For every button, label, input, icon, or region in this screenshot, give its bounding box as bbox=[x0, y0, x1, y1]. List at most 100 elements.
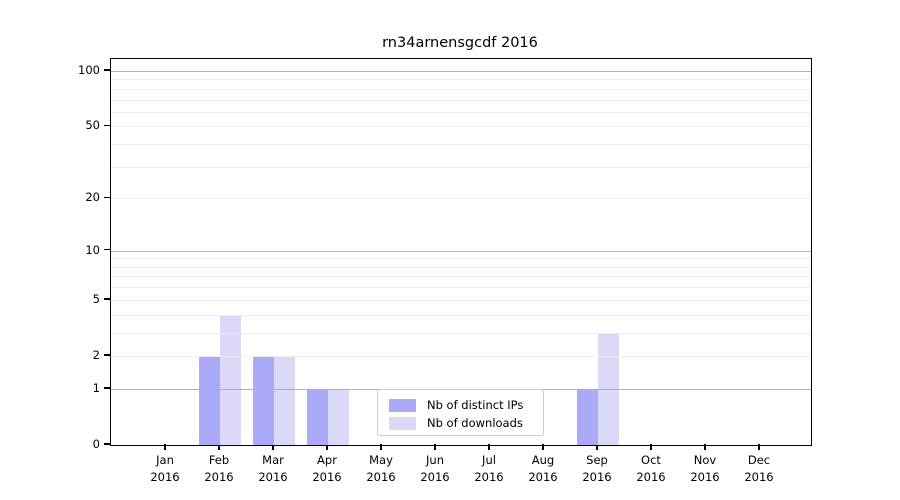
y-tick-label: 10 bbox=[85, 242, 100, 257]
gridline-minor bbox=[111, 144, 811, 146]
gridline-minor bbox=[111, 88, 811, 90]
gridline-minor bbox=[111, 79, 811, 81]
y-tick-mark bbox=[104, 69, 110, 71]
y-tick-mark bbox=[104, 248, 110, 251]
x-tick-label: Sep 2016 bbox=[570, 452, 624, 486]
y-tick-mark bbox=[104, 196, 110, 199]
legend-label: Nb of distinct IPs bbox=[427, 398, 524, 412]
y-tick-mark bbox=[104, 387, 110, 389]
gridline-minor bbox=[111, 258, 811, 260]
x-tick-label: Dec 2016 bbox=[732, 452, 786, 486]
x-tick-mark bbox=[596, 444, 598, 450]
gridline-major bbox=[111, 250, 811, 252]
x-tick-mark bbox=[758, 444, 760, 450]
x-tick-mark bbox=[650, 444, 652, 450]
x-tick-mark bbox=[704, 444, 706, 450]
x-tick-label: Mar 2016 bbox=[246, 452, 300, 486]
legend-label: Nb of downloads bbox=[427, 416, 523, 430]
gridline-minor bbox=[111, 287, 811, 289]
x-tick-label: Jun 2016 bbox=[408, 452, 462, 486]
x-tick-year: 2016 bbox=[744, 470, 774, 484]
x-tick-month: May bbox=[369, 453, 393, 467]
gridline-minor bbox=[111, 266, 811, 268]
plot-area bbox=[110, 58, 812, 446]
bar-distinct-ips bbox=[307, 388, 328, 445]
gridline-minor bbox=[111, 299, 811, 301]
chart-title: rn34arnensgcdf 2016 bbox=[382, 35, 538, 51]
x-tick-label: Oct 2016 bbox=[624, 452, 678, 486]
gridline-minor bbox=[111, 332, 811, 334]
gridline-minor bbox=[111, 166, 811, 168]
x-tick-label: Feb 2016 bbox=[192, 452, 246, 486]
y-tick-label: 2 bbox=[92, 347, 100, 362]
x-tick-month: Jan bbox=[156, 453, 174, 467]
x-tick-month: Nov bbox=[693, 453, 717, 467]
x-tick-month: Sep bbox=[586, 453, 608, 467]
legend-row: Nb of downloads bbox=[378, 414, 543, 432]
x-tick-mark bbox=[272, 444, 274, 450]
y-tick-label: 5 bbox=[92, 291, 100, 306]
x-tick-mark bbox=[380, 444, 382, 450]
x-tick-year: 2016 bbox=[636, 470, 666, 484]
bar-downloads bbox=[220, 314, 241, 445]
x-tick-year: 2016 bbox=[528, 470, 558, 484]
x-tick-year: 2016 bbox=[474, 470, 504, 484]
x-tick-month: Jul bbox=[482, 453, 496, 467]
legend: Nb of distinct IPs Nb of downloads bbox=[377, 389, 544, 436]
x-tick-month: Jun bbox=[426, 453, 444, 467]
x-tick-label: May 2016 bbox=[354, 452, 408, 486]
bar-downloads bbox=[598, 332, 619, 445]
legend-swatch-distinct-ips bbox=[389, 398, 416, 412]
x-tick-mark bbox=[434, 444, 436, 450]
x-tick-year: 2016 bbox=[258, 470, 288, 484]
x-tick-label: Jan 2016 bbox=[138, 452, 192, 486]
x-tick-mark bbox=[326, 444, 328, 450]
x-tick-label: Jul 2016 bbox=[462, 452, 516, 486]
gridline-major bbox=[111, 71, 811, 72]
x-tick-month: Mar bbox=[262, 453, 284, 467]
bar-distinct-ips bbox=[253, 355, 274, 445]
x-tick-year: 2016 bbox=[582, 470, 612, 484]
x-tick-label: Aug 2016 bbox=[516, 452, 570, 486]
bar-downloads bbox=[328, 388, 349, 445]
x-tick-month: Dec bbox=[747, 453, 771, 467]
x-tick-year: 2016 bbox=[366, 470, 396, 484]
x-tick-month: Aug bbox=[531, 453, 555, 467]
y-tick-mark bbox=[104, 298, 110, 300]
x-tick-month: Apr bbox=[317, 453, 337, 467]
x-tick-month: Feb bbox=[208, 453, 230, 467]
legend-row: Nb of distinct IPs bbox=[378, 396, 543, 414]
x-tick-mark bbox=[488, 444, 490, 450]
x-tick-mark bbox=[164, 444, 166, 450]
x-tick-year: 2016 bbox=[690, 470, 720, 484]
x-tick-year: 2016 bbox=[150, 470, 180, 484]
gridline-minor bbox=[111, 126, 811, 128]
x-tick-month: Oct bbox=[641, 453, 661, 467]
x-tick-year: 2016 bbox=[204, 470, 234, 484]
gridline-minor bbox=[111, 355, 811, 357]
y-tick-label: 20 bbox=[85, 190, 100, 205]
x-tick-year: 2016 bbox=[420, 470, 450, 484]
y-tick-label: 100 bbox=[78, 63, 100, 77]
y-tick-label: 0 bbox=[92, 437, 100, 451]
x-tick-label: Nov 2016 bbox=[678, 452, 732, 486]
y-tick-mark bbox=[104, 443, 110, 445]
x-tick-mark bbox=[542, 444, 544, 450]
x-tick-year: 2016 bbox=[312, 470, 342, 484]
bar-distinct-ips bbox=[577, 388, 598, 445]
x-tick-label: Apr 2016 bbox=[300, 452, 354, 486]
gridline-minor bbox=[111, 198, 811, 200]
y-tick-label: 50 bbox=[85, 118, 100, 133]
legend-swatch-downloads bbox=[389, 416, 416, 430]
gridline-minor bbox=[111, 99, 811, 101]
bar-distinct-ips bbox=[199, 355, 220, 445]
bar-downloads bbox=[274, 355, 295, 445]
x-tick-mark bbox=[218, 444, 220, 450]
y-tick-mark bbox=[104, 124, 110, 127]
gridline-minor bbox=[111, 276, 811, 278]
y-tick-mark bbox=[104, 354, 110, 356]
gridline-minor bbox=[111, 111, 811, 113]
gridline-minor bbox=[111, 314, 811, 316]
y-tick-label: 1 bbox=[92, 380, 100, 395]
